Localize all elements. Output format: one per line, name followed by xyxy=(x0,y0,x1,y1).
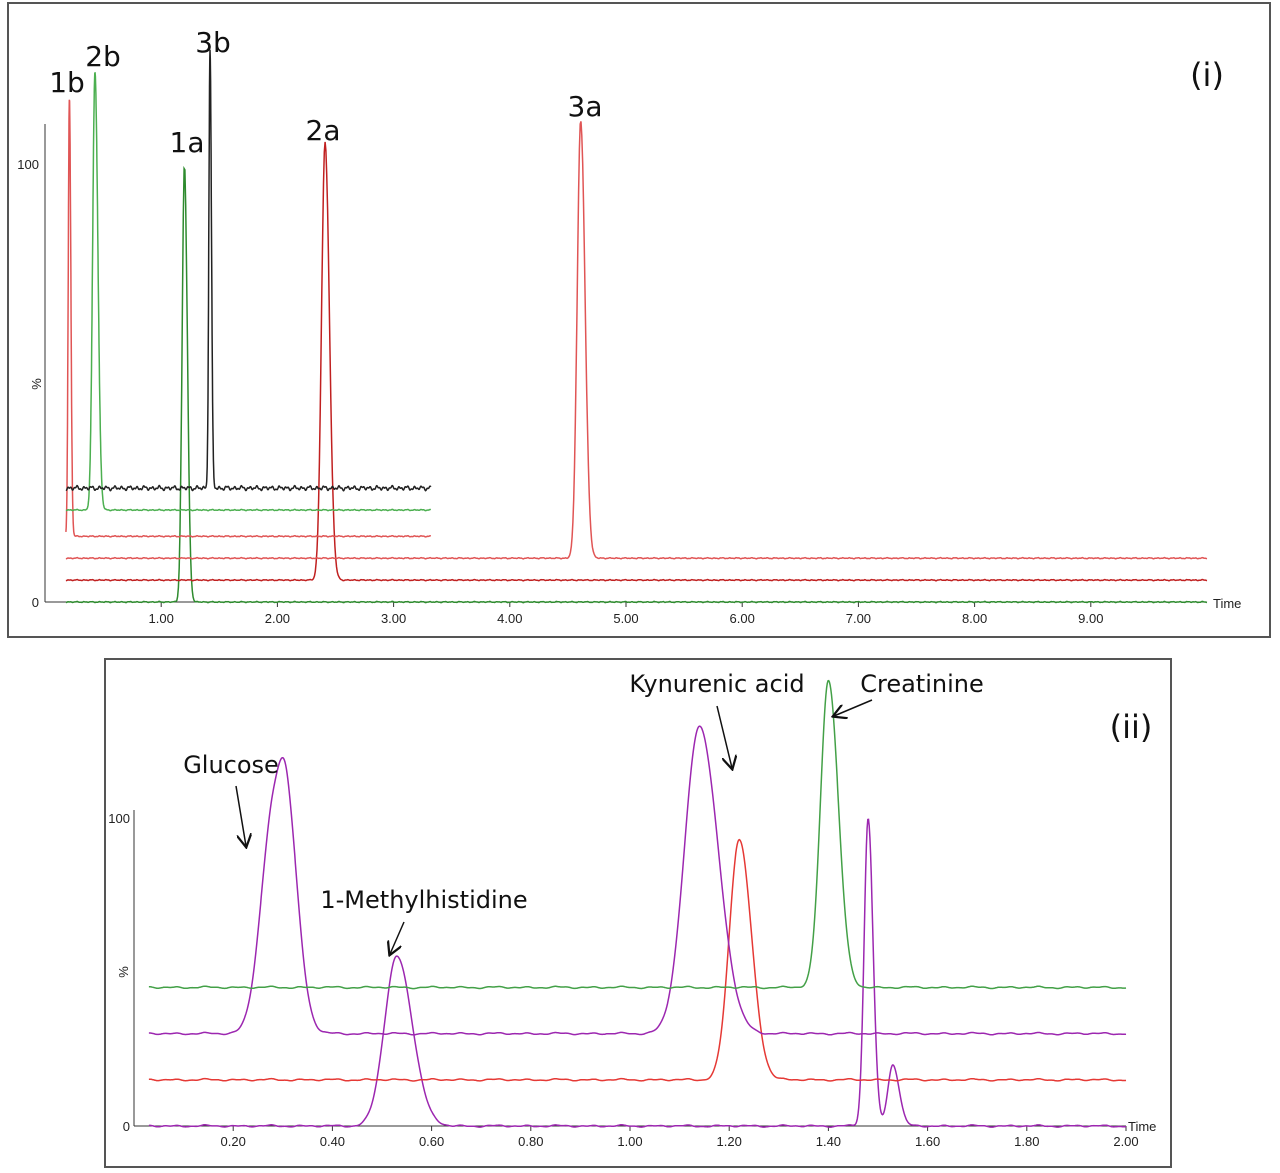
x-axis-label: Time xyxy=(1128,1119,1156,1134)
chromatogram-trace xyxy=(65,99,432,538)
chromatogram-i-svg: 0 100% 1.00 2.00 3.00 4.00 5.00 6.00 7.00 8.00 9.0… xyxy=(17,26,1241,626)
chromatogram-trace xyxy=(65,165,1208,604)
annotation-arrow xyxy=(716,705,732,768)
x-tick-label: 7.00 xyxy=(846,611,871,626)
x-tick-label: 0.60 xyxy=(419,1134,444,1149)
chromatogram-trace xyxy=(65,49,432,492)
y-axis-label: % xyxy=(29,378,44,390)
compound-annotation: 1-Methylhistidine xyxy=(320,886,527,914)
chromatogram-panel-ii: 0 100% 0.20 0.40 0.60 0.80 1.00 1.20 1.40 1.60 1.8… xyxy=(104,658,1172,1168)
chromatogram-trace xyxy=(65,141,1208,582)
x-tick-label: 5.00 xyxy=(613,611,638,626)
y-axis-label: % xyxy=(116,966,131,978)
x-tick-label: 3.00 xyxy=(381,611,406,626)
peak-label: 1a xyxy=(170,126,205,159)
peak-label: 2a xyxy=(306,114,341,147)
chromatogram-trace xyxy=(65,121,1208,560)
peak-label: 2b xyxy=(85,40,121,73)
y-tick-label: 0 xyxy=(32,595,39,610)
x-tick-label: 0.80 xyxy=(518,1134,543,1149)
chromatogram-panel-i: 0 100% 1.00 2.00 3.00 4.00 5.00 6.00 7.00 8.00 9.0… xyxy=(7,2,1271,638)
x-tick-label: 0.40 xyxy=(320,1134,345,1149)
x-tick-label: 9.00 xyxy=(1078,611,1103,626)
x-tick-label: 8.00 xyxy=(962,611,987,626)
x-tick-label: 1.00 xyxy=(149,611,174,626)
panel-label: (i) xyxy=(1190,56,1224,94)
compound-annotation: Kynurenic acid xyxy=(629,670,804,698)
annotation-arrow xyxy=(235,785,246,846)
compound-annotation: Creatinine xyxy=(860,670,984,698)
x-tick-label: 2.00 xyxy=(1113,1134,1138,1149)
x-tick-label: 1.20 xyxy=(717,1134,742,1149)
chromatogram-ii-svg: 0 100% 0.20 0.40 0.60 0.80 1.00 1.20 1.40 1.60 1.8… xyxy=(108,670,1156,1149)
peak-label: 1b xyxy=(49,66,85,99)
annotation-arrow xyxy=(390,921,405,954)
peak-label: 3b xyxy=(195,26,231,59)
x-tick-label: 2.00 xyxy=(265,611,290,626)
x-tick-label: 1.00 xyxy=(617,1134,642,1149)
x-tick-label: 1.40 xyxy=(816,1134,841,1149)
x-tick-label: 4.00 xyxy=(497,611,522,626)
y-tick-label: 100 xyxy=(17,157,39,172)
chromatogram-trace xyxy=(148,818,1127,1128)
compound-annotation: Glucose xyxy=(183,751,279,779)
y-tick-label: 100 xyxy=(108,811,130,826)
chromatogram-trace xyxy=(148,679,1127,990)
chromatogram-trace xyxy=(148,838,1127,1082)
annotation-arrow xyxy=(834,699,873,716)
x-axis-label: Time xyxy=(1213,596,1241,611)
x-tick-label: 1.80 xyxy=(1014,1134,1039,1149)
panel-label: (ii) xyxy=(1110,708,1153,746)
x-tick-label: 6.00 xyxy=(730,611,755,626)
chromatogram-trace xyxy=(148,725,1127,1036)
peak-label: 3a xyxy=(568,90,603,123)
x-tick-label: 1.60 xyxy=(915,1134,940,1149)
y-tick-label: 0 xyxy=(123,1119,130,1134)
chromatogram-trace xyxy=(65,71,432,512)
x-tick-label: 0.20 xyxy=(221,1134,246,1149)
